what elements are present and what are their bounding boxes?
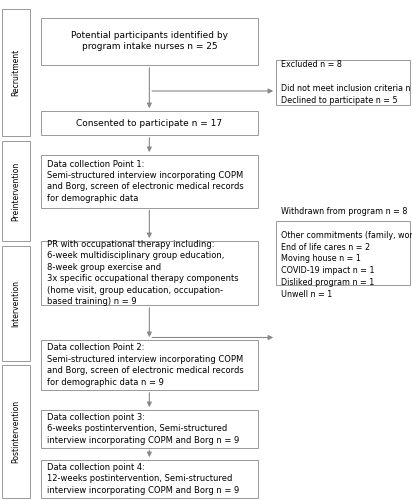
Text: Postintervention: Postintervention xyxy=(12,400,21,463)
Bar xyxy=(41,111,258,135)
Bar xyxy=(2,141,30,241)
Bar xyxy=(41,410,258,448)
Text: Excluded n = 8

Did not meet inclusion criteria n = 3
Declined to participate n : Excluded n = 8 Did not meet inclusion cr… xyxy=(281,60,412,104)
Text: Consented to participate n = 17: Consented to participate n = 17 xyxy=(76,118,222,128)
Bar xyxy=(41,18,258,65)
Bar xyxy=(41,241,258,305)
Text: Potential participants identified by
program intake nurses n = 25: Potential participants identified by pro… xyxy=(71,31,228,52)
Text: PR with occupational therapy including:
6-week multidisciplinary group education: PR with occupational therapy including: … xyxy=(47,240,239,306)
Bar xyxy=(276,221,410,285)
Text: Preintervention: Preintervention xyxy=(12,162,21,220)
Bar xyxy=(41,155,258,208)
Text: Data collection Point 1:
Semi-structured interview incorporating COPM
and Borg, : Data collection Point 1: Semi-structured… xyxy=(47,160,244,203)
Text: Data collection point 4:
12-weeks postintervention, Semi-structured
interview in: Data collection point 4: 12-weeks postin… xyxy=(47,463,240,494)
Bar xyxy=(41,340,258,390)
Bar xyxy=(276,60,410,105)
Text: Withdrawn from program n = 8

Other commitments (family, work) n = 2
End of life: Withdrawn from program n = 8 Other commi… xyxy=(281,207,412,299)
Text: Data collection point 3:
6-weeks postintervention, Semi-structured
interview inc: Data collection point 3: 6-weeks postint… xyxy=(47,413,240,444)
Bar xyxy=(2,8,30,136)
Text: Intervention: Intervention xyxy=(12,280,21,327)
Bar xyxy=(2,246,30,361)
Bar xyxy=(41,460,258,498)
Text: Data collection Point 2:
Semi-structured interview incorporating COPM
and Borg, : Data collection Point 2: Semi-structured… xyxy=(47,344,244,386)
Text: Recruitment: Recruitment xyxy=(12,48,21,96)
Bar xyxy=(2,365,30,498)
